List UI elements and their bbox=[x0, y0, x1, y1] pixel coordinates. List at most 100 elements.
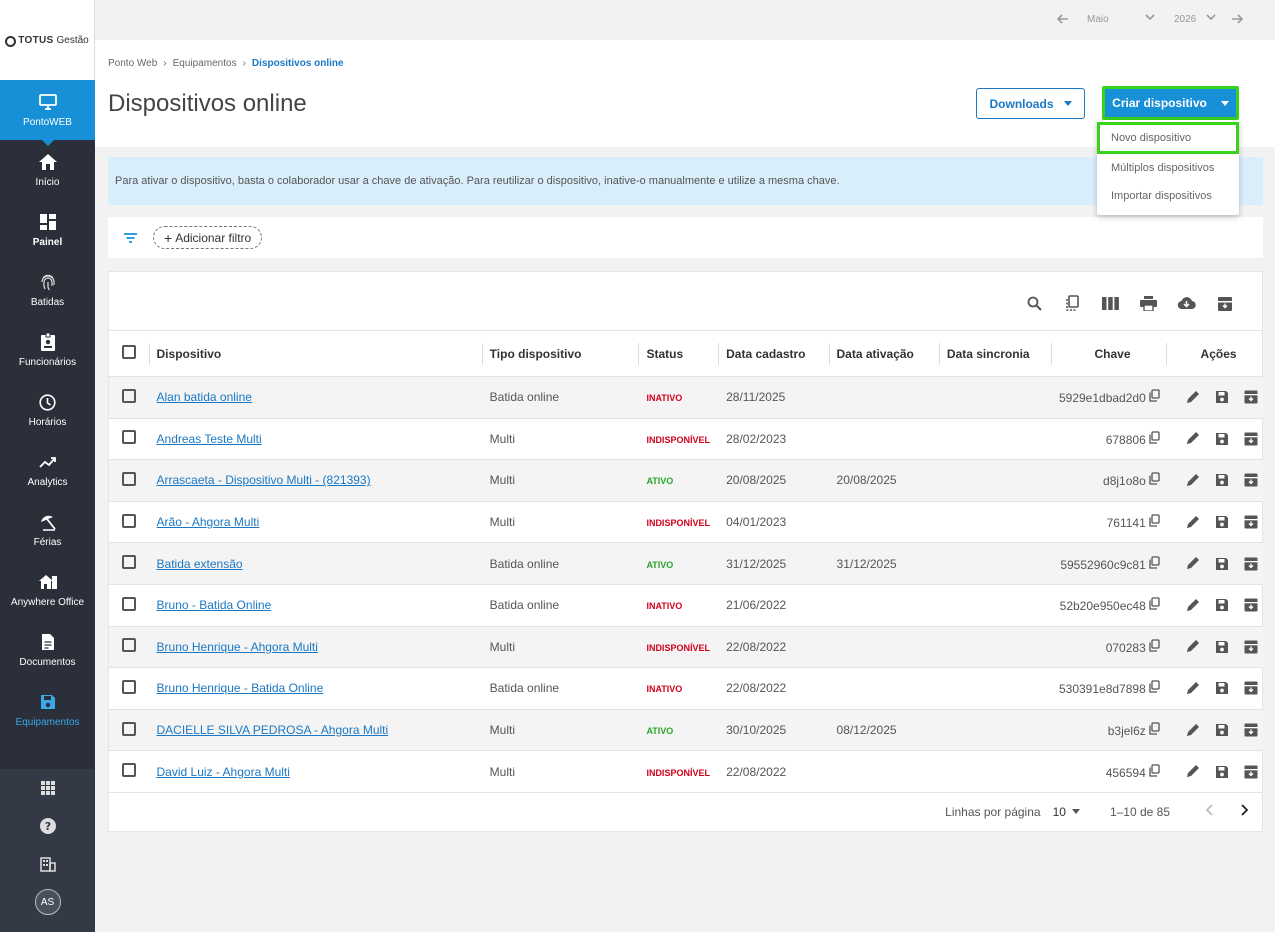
edit-icon[interactable] bbox=[1184, 722, 1201, 739]
row-checkbox[interactable] bbox=[122, 638, 136, 653]
row-checkbox[interactable] bbox=[122, 555, 136, 570]
columns-icon[interactable] bbox=[1101, 294, 1120, 313]
user-avatar[interactable]: AS bbox=[34, 889, 61, 915]
row-checkbox[interactable] bbox=[122, 763, 136, 778]
sidebar-item-batidas[interactable]: Batidas bbox=[0, 260, 95, 320]
device-link[interactable]: Bruno - Batida Online bbox=[156, 598, 272, 613]
column-header[interactable]: Data sincronia bbox=[938, 330, 1051, 377]
archive-icon[interactable] bbox=[1242, 722, 1259, 739]
column-header[interactable]: Tipo dispositivo bbox=[481, 330, 639, 377]
copy-key-icon[interactable] bbox=[1149, 389, 1160, 405]
copy-key-icon[interactable] bbox=[1149, 514, 1160, 530]
device-link[interactable]: Alan batida online bbox=[156, 390, 252, 405]
copy-key-icon[interactable] bbox=[1149, 763, 1160, 780]
copy-key-icon[interactable] bbox=[1149, 639, 1160, 655]
help-icon[interactable]: ? bbox=[0, 807, 95, 845]
copy-key-icon[interactable] bbox=[1149, 722, 1160, 738]
edit-icon[interactable] bbox=[1184, 597, 1201, 614]
column-header[interactable]: Data ativação bbox=[828, 330, 939, 377]
device-link[interactable]: Arrascaeta - Dispositivo Multi - (821393… bbox=[156, 473, 371, 488]
save-icon[interactable] bbox=[1213, 514, 1230, 531]
copy-key-icon[interactable] bbox=[1149, 431, 1160, 447]
menu-item-novo-dispositivo[interactable]: Novo dispositivo bbox=[1097, 122, 1239, 154]
edit-icon[interactable] bbox=[1184, 638, 1201, 655]
save-icon[interactable] bbox=[1213, 638, 1230, 655]
archive-icon[interactable] bbox=[1215, 294, 1234, 313]
save-icon[interactable] bbox=[1213, 430, 1230, 447]
device-link[interactable]: Bruno Henrique - Ahgora Multi bbox=[156, 639, 318, 654]
save-icon[interactable] bbox=[1213, 680, 1230, 697]
filter-icon[interactable] bbox=[123, 231, 138, 249]
select-all-checkbox[interactable] bbox=[122, 345, 136, 359]
next-page-icon[interactable] bbox=[1240, 804, 1249, 819]
edit-icon[interactable] bbox=[1184, 555, 1201, 572]
save-icon[interactable] bbox=[1213, 472, 1230, 489]
row-checkbox[interactable] bbox=[122, 596, 136, 611]
sidebar-item-analytics[interactable]: Analytics bbox=[0, 440, 95, 500]
column-header[interactable]: Status bbox=[638, 330, 719, 377]
save-icon[interactable] bbox=[1213, 763, 1230, 780]
row-checkbox[interactable] bbox=[122, 721, 136, 736]
company-icon[interactable] bbox=[0, 845, 95, 883]
breadcrumb-item[interactable]: Ponto Web bbox=[108, 58, 158, 69]
device-link[interactable]: Andreas Teste Multi bbox=[156, 431, 262, 446]
add-filter-button[interactable]: + Adicionar filtro bbox=[153, 226, 263, 249]
device-link[interactable]: DACIELLE SILVA PEDROSA - Ahgora Multi bbox=[156, 723, 389, 738]
save-icon[interactable] bbox=[1213, 555, 1230, 572]
save-icon[interactable] bbox=[1213, 389, 1230, 406]
sidebar-item-pontoweb[interactable]: PontoWEB bbox=[0, 80, 95, 146]
copy-key-icon[interactable] bbox=[1149, 597, 1160, 613]
brand-logo[interactable]: TOTUS Gestão bbox=[0, 0, 95, 80]
device-link[interactable]: Arão - Ahgora Multi bbox=[156, 515, 260, 530]
row-checkbox[interactable] bbox=[122, 679, 136, 694]
archive-icon[interactable] bbox=[1242, 514, 1259, 531]
device-link[interactable]: Bruno Henrique - Batida Online bbox=[156, 681, 324, 696]
copy-icon[interactable] bbox=[1063, 294, 1082, 313]
archive-icon[interactable] bbox=[1242, 638, 1259, 655]
edit-icon[interactable] bbox=[1184, 389, 1201, 406]
sidebar-item-anywhere-office[interactable]: Anywhere Office bbox=[0, 560, 95, 620]
copy-key-icon[interactable] bbox=[1149, 472, 1160, 488]
sidebar-item-documentos[interactable]: Documentos bbox=[0, 620, 95, 680]
save-icon[interactable] bbox=[1213, 597, 1230, 614]
column-header[interactable]: Dispositivo bbox=[148, 330, 482, 377]
column-header[interactable]: Chave bbox=[1050, 330, 1167, 377]
sidebar-item-painel[interactable]: Painel bbox=[0, 200, 95, 260]
menu-item-multiplos-dispositivos[interactable]: Múltiplos dispositivos bbox=[1111, 162, 1215, 174]
archive-icon[interactable] bbox=[1242, 430, 1259, 447]
edit-icon[interactable] bbox=[1184, 680, 1201, 697]
next-month-icon[interactable] bbox=[1231, 14, 1243, 24]
month-select[interactable]: Maio bbox=[1087, 14, 1109, 25]
print-icon[interactable] bbox=[1139, 294, 1158, 313]
row-checkbox[interactable] bbox=[122, 388, 136, 403]
breadcrumb-item[interactable]: Equipamentos bbox=[172, 58, 237, 69]
device-link[interactable]: Batida extensão bbox=[156, 556, 243, 571]
apps-grid-icon[interactable] bbox=[0, 769, 95, 807]
prev-month-icon[interactable] bbox=[1057, 14, 1069, 24]
row-checkbox[interactable] bbox=[122, 430, 136, 445]
save-icon[interactable] bbox=[1213, 722, 1230, 739]
sidebar-item-equipamentos[interactable]: Equipamentos bbox=[0, 680, 95, 740]
row-checkbox[interactable] bbox=[122, 513, 136, 528]
downloads-button[interactable]: Downloads bbox=[976, 88, 1085, 119]
archive-icon[interactable] bbox=[1242, 472, 1259, 489]
sidebar-item-horarios[interactable]: Horários bbox=[0, 380, 95, 440]
archive-icon[interactable] bbox=[1242, 680, 1259, 697]
sidebar-item-inicio[interactable]: Início bbox=[0, 140, 95, 200]
copy-key-icon[interactable] bbox=[1149, 556, 1160, 572]
row-checkbox[interactable] bbox=[122, 471, 136, 486]
archive-icon[interactable] bbox=[1242, 763, 1259, 780]
copy-key-icon[interactable] bbox=[1149, 680, 1160, 696]
sidebar-item-funcionarios[interactable]: Funcionários bbox=[0, 320, 95, 380]
edit-icon[interactable] bbox=[1184, 430, 1201, 447]
year-select[interactable]: 2026 bbox=[1174, 14, 1197, 25]
edit-icon[interactable] bbox=[1184, 514, 1201, 531]
column-header[interactable]: Data cadastro bbox=[718, 330, 829, 377]
create-device-button[interactable]: Criar dispositivo bbox=[1102, 86, 1239, 120]
chevron-down-icon[interactable] bbox=[1206, 14, 1216, 21]
archive-icon[interactable] bbox=[1242, 555, 1259, 572]
edit-icon[interactable] bbox=[1184, 472, 1201, 489]
search-icon[interactable] bbox=[1025, 294, 1044, 313]
rows-per-page-select[interactable]: 10 bbox=[1053, 805, 1080, 819]
device-link[interactable]: David Luiz - Ahgora Multi bbox=[156, 764, 290, 779]
